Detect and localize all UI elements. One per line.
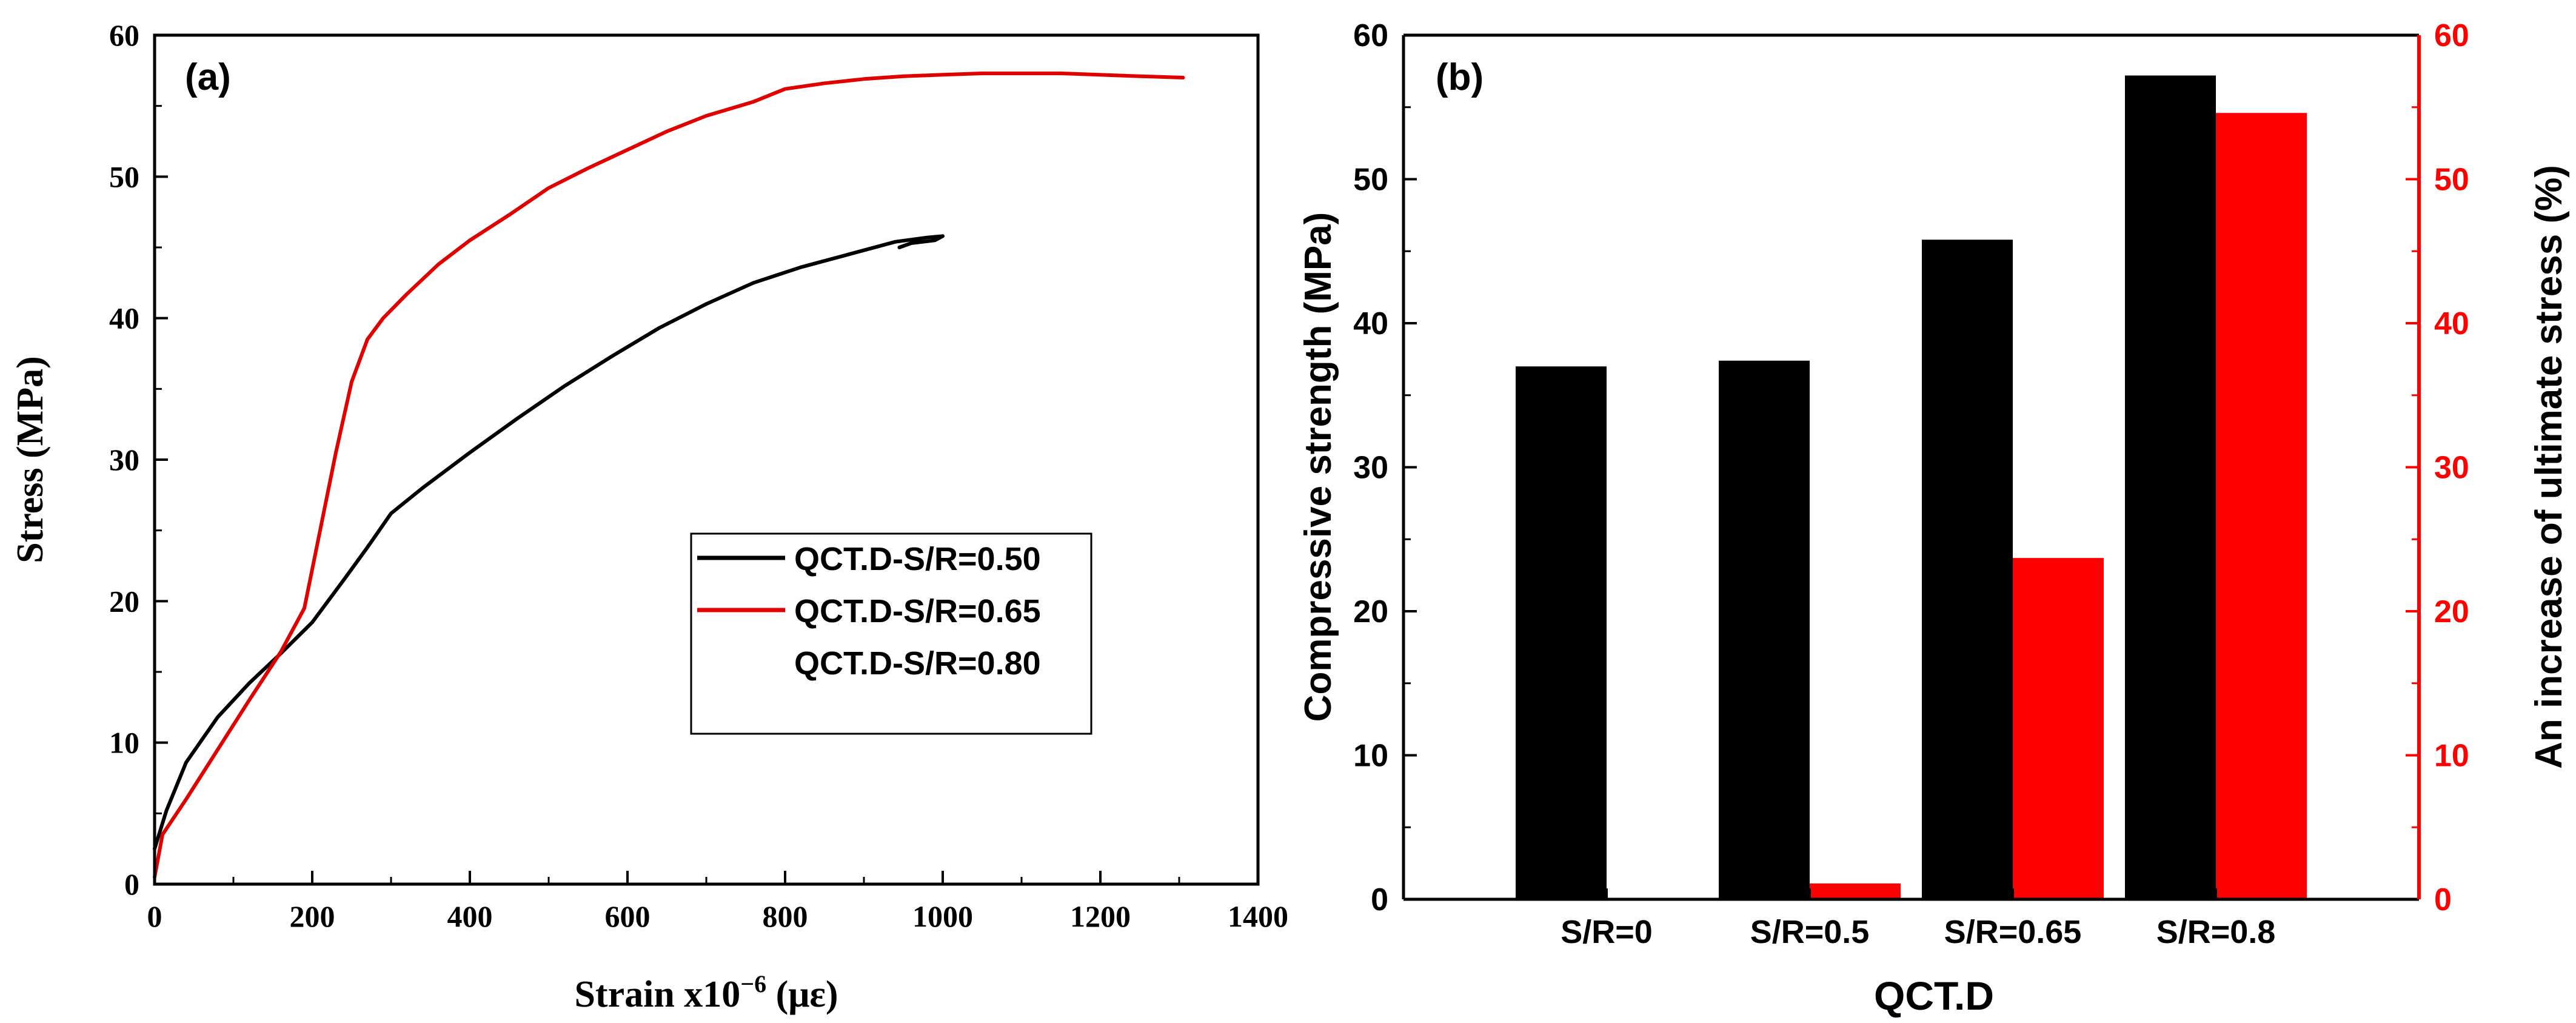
panel-b-right-axis-title: An increase of ultimate stress (%) xyxy=(2528,165,2570,769)
left-y-tick-label: 0 xyxy=(1371,882,1388,917)
legend-label-0.65: QCT.D-S/R=0.65 xyxy=(794,593,1041,629)
right-y-tick-label: 30 xyxy=(2434,451,2469,486)
category-label: S/R=0 xyxy=(1561,914,1653,950)
category-label: S/R=0.5 xyxy=(1750,914,1870,950)
right-y-tick-label: 60 xyxy=(2434,18,2469,53)
left-y-tick-label: 10 xyxy=(1353,739,1388,774)
bar-increase-3 xyxy=(2216,113,2307,899)
right-y-tick-label: 20 xyxy=(2434,594,2469,629)
x-tick-label: 1000 xyxy=(912,899,973,933)
panel-b-left-axis-title: Compressive strength (MPa) xyxy=(1297,212,1339,722)
series-line-1 xyxy=(153,72,1185,879)
category-label: S/R=0.8 xyxy=(2156,914,2276,950)
x-tick-label: 1400 xyxy=(1228,899,1288,933)
x-tick-label: 800 xyxy=(763,899,808,933)
panel-a-line-chart: 0 200 400 600 800 1000 1200 1400 0 10 20 30 40 50 60 (… xyxy=(10,18,1288,1015)
bar-increase-2 xyxy=(2013,558,2104,899)
panel-a-y-axis-title: Stress (MPa) xyxy=(10,356,51,563)
left-y-tick-label: 30 xyxy=(1353,451,1388,486)
legend-label-0.50: QCT.D-S/R=0.50 xyxy=(794,541,1041,577)
panel-a-plot-frame xyxy=(153,33,1260,886)
bar-strength-2 xyxy=(1922,240,2013,899)
left-y-tick-label: 60 xyxy=(1353,18,1388,53)
x-axis-title-exponent: −6 xyxy=(740,970,766,998)
x-tick-label: 400 xyxy=(447,899,493,933)
panel-a-label: (a) xyxy=(185,56,231,98)
left-y-tick-label: 40 xyxy=(1353,306,1388,341)
x-axis-title-unit: (με) xyxy=(766,974,838,1015)
left-y-tick-label: 50 xyxy=(1353,163,1388,198)
panel-a-x-axis-title: Strain x10−6 (με) xyxy=(574,970,838,1015)
bar-strength-0 xyxy=(1516,366,1607,899)
y-tick-label: 60 xyxy=(109,18,139,52)
panel-b-label: (b) xyxy=(1436,56,1484,98)
right-y-tick-label: 0 xyxy=(2434,882,2452,917)
series-line-0 xyxy=(153,234,945,851)
panel-a-legend: QCT.D-S/R=0.50 QCT.D-S/R=0.65 QCT.D-S/R=… xyxy=(690,532,1092,735)
category-label: S/R=0.65 xyxy=(1944,914,2082,950)
x-tick-label: 1200 xyxy=(1070,899,1131,933)
y-tick-label: 20 xyxy=(109,584,139,618)
legend-label-0.80: QCT.D-S/R=0.80 xyxy=(794,645,1041,682)
x-tick-label: 200 xyxy=(290,899,335,933)
y-tick-label: 50 xyxy=(109,159,139,193)
y-tick-label: 40 xyxy=(109,301,139,335)
bar-strength-1 xyxy=(1719,360,1810,899)
x-axis-title-main: Strain x10 xyxy=(574,974,740,1015)
bar-increase-1 xyxy=(1810,883,1901,899)
bar-strength-3 xyxy=(2125,75,2216,899)
right-y-tick-label: 10 xyxy=(2434,739,2469,774)
y-tick-label: 30 xyxy=(109,443,139,477)
panel-b-bar-chart: S/R=0 S/R=0.5 S/R=0.65 S/R=0.8 0 10 20 30 40 50 60… xyxy=(1297,18,2570,1018)
right-y-tick-label: 50 xyxy=(2434,163,2469,198)
left-y-tick-label: 20 xyxy=(1353,594,1388,629)
y-tick-label: 0 xyxy=(124,867,139,901)
x-tick-label: 600 xyxy=(605,899,651,933)
y-tick-label: 10 xyxy=(109,726,139,760)
x-tick-label: 0 xyxy=(147,899,162,933)
legend-box xyxy=(690,532,1092,735)
panel-b-x-axis-title: QCT.D xyxy=(1874,973,1994,1018)
right-y-tick-label: 40 xyxy=(2434,306,2469,341)
